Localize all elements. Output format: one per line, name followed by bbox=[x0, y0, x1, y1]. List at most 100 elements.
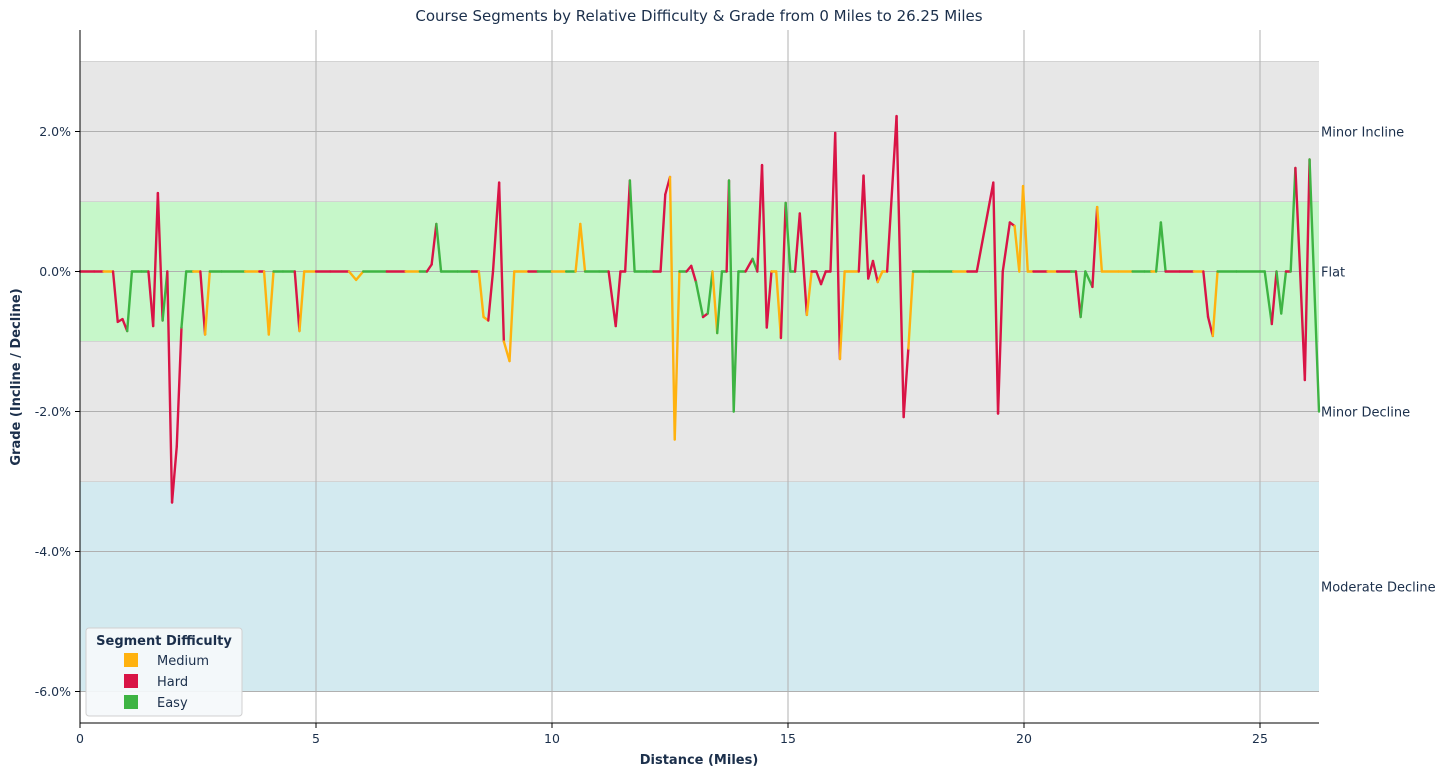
segment-34 bbox=[347, 270, 358, 282]
segment-161 bbox=[1289, 166, 1297, 273]
segment-89 bbox=[756, 163, 764, 273]
segment-42 bbox=[435, 222, 443, 273]
segment-52 bbox=[508, 270, 516, 363]
segment-146 bbox=[1159, 221, 1167, 273]
segment-110 bbox=[867, 259, 875, 280]
segment-109 bbox=[862, 174, 870, 280]
segment-15 bbox=[175, 326, 183, 448]
axis-spines bbox=[79, 30, 1319, 724]
segment-117 bbox=[907, 270, 915, 350]
segment-80 bbox=[711, 270, 719, 335]
segment-48 bbox=[487, 270, 495, 322]
segment-145 bbox=[1154, 221, 1163, 273]
segment-152 bbox=[1211, 270, 1219, 338]
segment-81 bbox=[716, 270, 724, 335]
segment-65 bbox=[623, 179, 632, 273]
segment-122 bbox=[975, 181, 995, 273]
segment-58 bbox=[574, 222, 582, 273]
segment-19 bbox=[199, 270, 207, 336]
segment-105 bbox=[834, 131, 842, 361]
segment-29 bbox=[293, 270, 301, 333]
segment-13 bbox=[166, 270, 174, 504]
segment-16 bbox=[180, 270, 188, 329]
segment-164 bbox=[1303, 158, 1311, 382]
segment-97 bbox=[793, 212, 801, 273]
x-tick-label-5: 5 bbox=[312, 731, 320, 746]
segment-40 bbox=[425, 263, 433, 273]
segment-114 bbox=[885, 114, 898, 273]
segment-124 bbox=[996, 270, 1004, 415]
segment-72 bbox=[668, 175, 676, 441]
x-axis-label: Distance (Miles) bbox=[640, 753, 759, 768]
legend-swatch-medium bbox=[124, 653, 138, 667]
segment-87 bbox=[744, 257, 754, 273]
segment-59 bbox=[579, 222, 587, 273]
segment-111 bbox=[871, 259, 879, 284]
legend-label-hard: Hard bbox=[157, 675, 188, 690]
segment-159 bbox=[1280, 270, 1288, 315]
band-label-0: Minor Incline bbox=[1321, 126, 1404, 141]
segment-162 bbox=[1294, 166, 1302, 273]
segment-20 bbox=[203, 270, 212, 336]
segment-91 bbox=[765, 270, 773, 329]
band-label-3: Moderate Decline bbox=[1321, 581, 1436, 596]
segment-77 bbox=[694, 280, 705, 319]
x-tick-label-10: 10 bbox=[544, 731, 560, 746]
segment-123 bbox=[992, 181, 1000, 415]
segment-25 bbox=[262, 270, 270, 336]
segment-10 bbox=[151, 191, 160, 328]
segment-101 bbox=[815, 270, 823, 286]
chart-title: Course Segments by Relative Difficulty &… bbox=[415, 7, 982, 25]
legend-swatch-hard bbox=[124, 674, 138, 688]
segment-35 bbox=[354, 270, 365, 282]
segment-70 bbox=[659, 193, 667, 273]
segment-128 bbox=[1018, 184, 1025, 273]
y-tick-label-0: 0.0% bbox=[39, 264, 71, 279]
segment-104 bbox=[829, 131, 837, 273]
legend-box bbox=[85, 627, 243, 717]
segment-108 bbox=[857, 174, 865, 273]
difficulty-bands bbox=[80, 61, 1319, 692]
segment-63 bbox=[614, 270, 622, 328]
segment-116 bbox=[902, 347, 910, 419]
segment-158 bbox=[1275, 270, 1283, 315]
segment-135 bbox=[1074, 270, 1082, 319]
segment-26 bbox=[267, 270, 275, 336]
segment-150 bbox=[1202, 270, 1210, 319]
segment-156 bbox=[1263, 270, 1274, 326]
segment-76 bbox=[690, 264, 698, 284]
band-3 bbox=[80, 481, 1319, 692]
segment-157 bbox=[1270, 270, 1278, 326]
segment-84 bbox=[727, 179, 735, 413]
segment-106 bbox=[838, 270, 846, 361]
segment-6 bbox=[125, 270, 134, 333]
segment-11 bbox=[156, 191, 164, 322]
segment-99 bbox=[805, 270, 813, 317]
x-tick-label-20: 20 bbox=[1016, 731, 1032, 746]
segment-46 bbox=[477, 270, 485, 319]
segment-30 bbox=[298, 270, 306, 333]
segment-49 bbox=[491, 181, 501, 273]
band-label-1: Flat bbox=[1321, 266, 1345, 281]
y-tick-label--6: -6.0% bbox=[35, 684, 71, 699]
legend-title: Segment Difficulty bbox=[96, 634, 232, 649]
segment-94 bbox=[779, 201, 787, 340]
segment-41 bbox=[430, 222, 438, 266]
segment-3 bbox=[111, 270, 119, 324]
segment-115 bbox=[895, 114, 905, 419]
segment-14 bbox=[170, 445, 178, 504]
legend-swatch-easy bbox=[124, 695, 138, 709]
segment-125 bbox=[1001, 221, 1012, 273]
segment-137 bbox=[1084, 270, 1094, 289]
segment-102 bbox=[819, 270, 827, 286]
legend-label-medium: Medium bbox=[157, 654, 209, 669]
segment-139 bbox=[1095, 205, 1104, 273]
segment-62 bbox=[607, 270, 617, 328]
segment-98 bbox=[798, 212, 809, 317]
x-tick-label-15: 15 bbox=[780, 731, 796, 746]
segment-165 bbox=[1308, 158, 1321, 413]
segment-95 bbox=[784, 201, 792, 273]
segment-50 bbox=[497, 181, 506, 343]
x-tick-label-25: 25 bbox=[1252, 731, 1268, 746]
